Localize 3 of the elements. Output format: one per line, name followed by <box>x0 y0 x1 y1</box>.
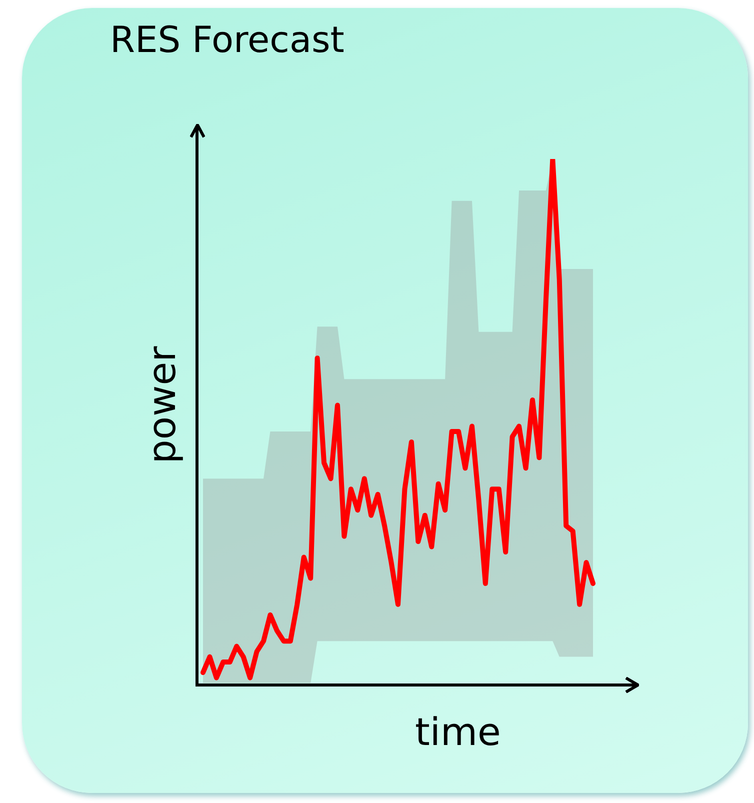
y-axis-title: power <box>140 346 184 464</box>
x-axis-title: time <box>415 710 501 754</box>
chart-title: RES Forecast <box>110 20 344 61</box>
